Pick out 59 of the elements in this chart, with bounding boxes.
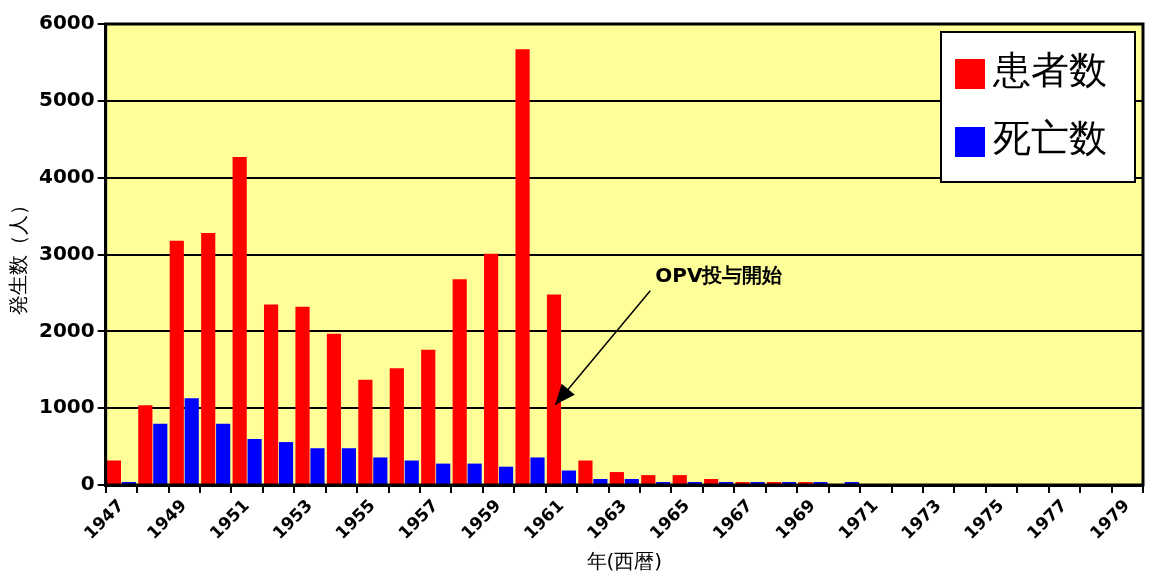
- bar: [201, 233, 216, 485]
- bar: [216, 423, 231, 485]
- bar: [121, 482, 136, 485]
- bar: [310, 448, 325, 485]
- y-tick-label: 3000: [38, 240, 95, 265]
- bar: [498, 466, 514, 485]
- bar: [766, 482, 782, 485]
- bar: [656, 482, 671, 485]
- bar: [358, 379, 373, 485]
- bar: [624, 478, 639, 485]
- y-tick-label: 1000: [38, 394, 95, 419]
- y-tick-label: 2000: [38, 317, 95, 342]
- y-tick-label: 5000: [38, 87, 95, 112]
- bar: [735, 482, 750, 485]
- bar: [750, 482, 765, 485]
- bar: [436, 463, 451, 485]
- bar: [484, 253, 499, 485]
- bar: [341, 448, 356, 485]
- bar: [813, 482, 828, 485]
- bar: [106, 460, 122, 485]
- bar: [578, 460, 593, 485]
- bar: [641, 475, 656, 485]
- y-axis-title: 発生数（人）: [6, 194, 31, 315]
- bar: [326, 333, 342, 485]
- bar: [609, 472, 624, 485]
- bar: [687, 482, 702, 485]
- bar: [452, 279, 467, 485]
- bar: [515, 49, 530, 485]
- bar: [232, 156, 247, 485]
- bar: [389, 368, 404, 485]
- y-tick-label: 4000: [38, 163, 95, 188]
- bar: [844, 482, 859, 485]
- y-tick-label: 0: [80, 471, 95, 496]
- bar: [704, 478, 719, 485]
- bar: [184, 398, 199, 485]
- bar: [467, 463, 482, 485]
- bar: [373, 457, 388, 485]
- bar: [781, 482, 797, 485]
- bar: [295, 306, 310, 485]
- bar: [404, 460, 419, 485]
- legend-label: 死亡数: [993, 115, 1107, 160]
- bar: [719, 482, 734, 485]
- bar: [530, 457, 545, 485]
- bar: [672, 475, 687, 485]
- bar: [247, 439, 262, 485]
- legend-label: 患者数: [992, 47, 1107, 92]
- annotation: OPV投与開始: [655, 263, 784, 288]
- bar: [561, 470, 577, 485]
- bar: [798, 482, 813, 485]
- bar: [138, 405, 153, 485]
- bar: [278, 442, 294, 485]
- bar: [593, 478, 608, 485]
- bar: [169, 240, 184, 485]
- bar: [421, 349, 436, 485]
- x-axis-title: 年(西暦): [586, 549, 663, 574]
- bar: [153, 423, 168, 485]
- bar: [546, 294, 562, 485]
- bar: [264, 304, 279, 485]
- y-tick-label: 6000: [38, 10, 95, 35]
